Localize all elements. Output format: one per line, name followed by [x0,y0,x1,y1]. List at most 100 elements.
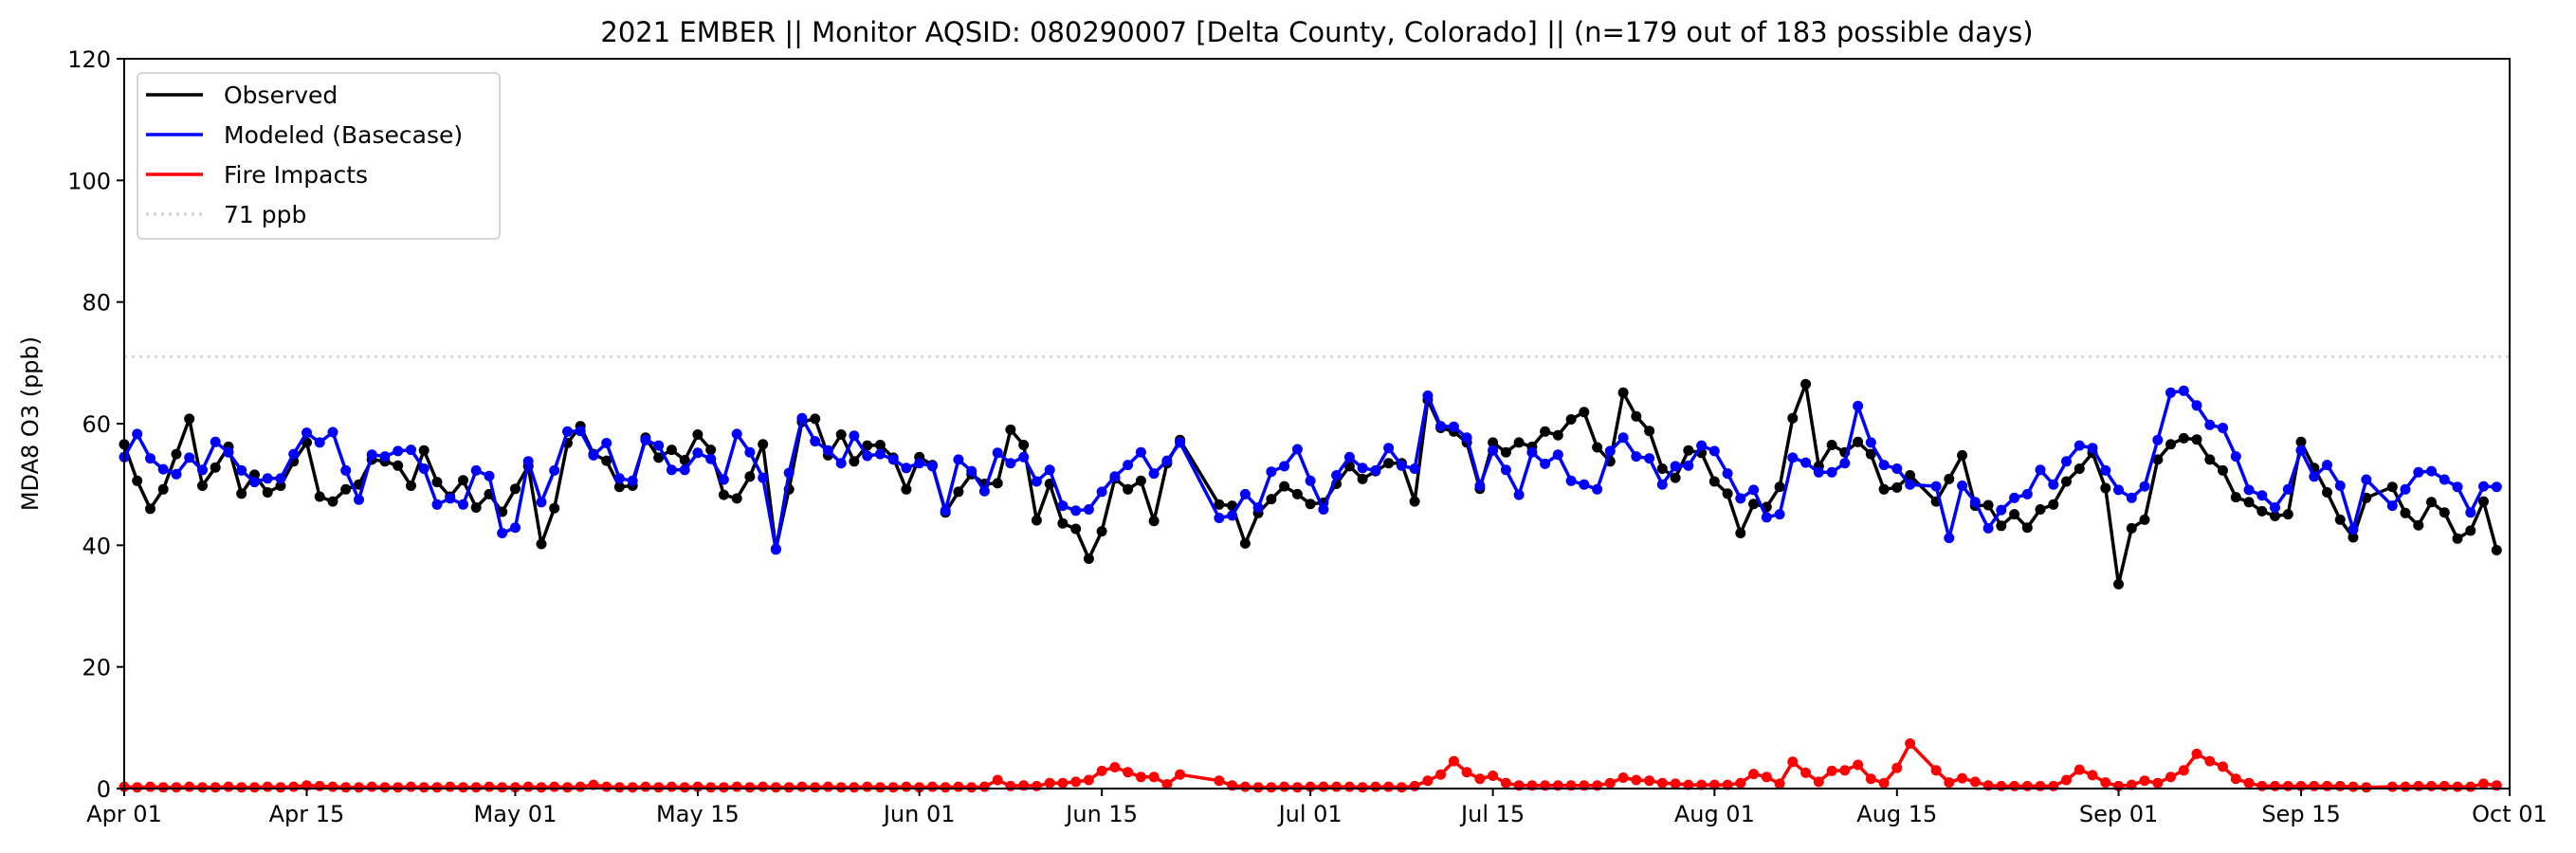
data-point-observed [2126,522,2137,534]
data-point-modeled-basecase [1175,437,1186,448]
data-point-fire-impacts [1005,780,1016,791]
series-modeled-basecase [119,385,2502,555]
x-tick-label: Oct 01 [2472,801,2548,827]
data-point-fire-impacts [1044,777,1055,789]
data-point-observed [666,445,677,456]
data-point-observed [314,491,325,502]
data-point-fire-impacts [1670,778,1681,789]
data-point-observed [1748,499,1760,510]
data-point-modeled-basecase [1604,445,1616,457]
data-point-observed [2100,482,2111,494]
data-point-modeled-basecase [2243,484,2255,496]
data-point-modeled-basecase [1488,445,1499,456]
data-point-fire-impacts [1161,779,1173,789]
x-tick-label: May 15 [656,801,740,827]
data-point-observed [2282,509,2293,520]
data-point-modeled-basecase [2400,483,2411,495]
data-point-modeled-basecase [2270,502,2280,513]
data-point-fire-impacts [1604,777,1616,789]
series-layer [119,378,2502,793]
data-point-modeled-basecase [1123,460,1134,471]
data-point-modeled-basecase [1748,484,1760,496]
data-point-modeled-basecase [1422,390,1434,401]
data-point-modeled-basecase [613,473,625,484]
data-point-observed [953,486,964,498]
data-point-observed [653,452,665,463]
data-point-modeled-basecase [2230,451,2241,463]
data-point-fire-impacts [849,782,860,793]
data-point-modeled-basecase [901,463,912,474]
data-point-modeled-basecase [1370,464,1381,476]
data-point-modeled-basecase [2361,474,2372,485]
data-point-observed [849,456,860,467]
data-point-fire-impacts [431,782,443,793]
data-point-fire-impacts [613,782,625,793]
data-point-modeled-basecase [783,467,795,479]
data-point-modeled-basecase [588,449,599,461]
data-point-observed [2439,507,2450,518]
data-point-modeled-basecase [2100,464,2111,476]
data-point-fire-impacts [901,781,912,792]
data-point-fire-impacts [2087,770,2098,781]
data-point-modeled-basecase [2165,387,2176,398]
data-point-observed [1853,436,1864,447]
data-point-modeled-basecase [406,445,416,456]
data-point-modeled-basecase [1461,432,1472,444]
data-point-fire-impacts [275,782,286,793]
x-tick-label: Jul 15 [1459,801,1525,827]
data-point-fire-impacts [197,782,208,793]
data-point-observed [601,455,612,466]
y-tick-label: 60 [82,411,111,438]
data-point-observed [171,448,182,460]
y-tick-label: 0 [97,776,111,803]
data-point-fire-impacts [835,782,847,793]
data-point-fire-impacts [2413,780,2424,791]
data-point-fire-impacts [2334,780,2346,791]
data-point-fire-impacts [1422,775,1434,787]
data-point-modeled-basecase [966,465,977,477]
data-point-fire-impacts [157,782,169,793]
data-point-fire-impacts [510,782,521,793]
x-tick-label: Jun 01 [882,801,956,827]
data-point-modeled-basecase [288,448,300,460]
data-point-observed [2295,436,2307,447]
data-point-observed [1083,554,1094,564]
data-point-modeled-basecase [2386,500,2398,512]
data-point-observed [810,413,821,425]
data-point-observed [1070,523,1082,535]
data-point-modeled-basecase [210,436,221,447]
data-point-fire-impacts [1252,782,1264,793]
data-point-modeled-basecase [510,522,521,534]
data-point-fire-impacts [2465,781,2476,792]
data-point-modeled-basecase [484,470,495,481]
data-point-modeled-basecase [2087,443,2098,454]
data-point-observed [2009,509,2020,520]
data-point-observed [1513,437,1525,448]
data-point-modeled-basecase [1670,461,1681,472]
data-point-modeled-basecase [2256,490,2268,501]
data-point-observed [2270,511,2280,521]
data-point-fire-impacts [132,782,143,793]
data-point-fire-impacts [536,782,547,793]
data-point-fire-impacts [2230,773,2241,785]
data-point-fire-impacts [1279,781,1290,792]
data-point-fire-impacts [1370,781,1381,792]
data-point-observed [132,475,143,486]
data-point-modeled-basecase [522,456,534,467]
legend-label: Observed [224,82,338,109]
data-point-modeled-basecase [1930,481,1942,492]
data-point-observed [1787,412,1799,424]
data-point-fire-impacts [406,781,416,792]
data-point-observed [613,481,625,493]
legend-label: 71 ppb [224,201,306,228]
data-point-observed [731,493,742,504]
data-point-fire-impacts [236,782,247,793]
data-point-fire-impacts [1617,772,1629,783]
data-point-modeled-basecase [2282,483,2293,495]
data-point-modeled-basecase [1070,505,1082,517]
y-tick-label: 20 [82,655,111,681]
data-point-fire-impacts [2178,765,2189,776]
legend-label: Modeled (Basecase) [224,121,463,149]
data-point-observed [1774,481,1785,493]
data-point-observed [1123,483,1134,495]
